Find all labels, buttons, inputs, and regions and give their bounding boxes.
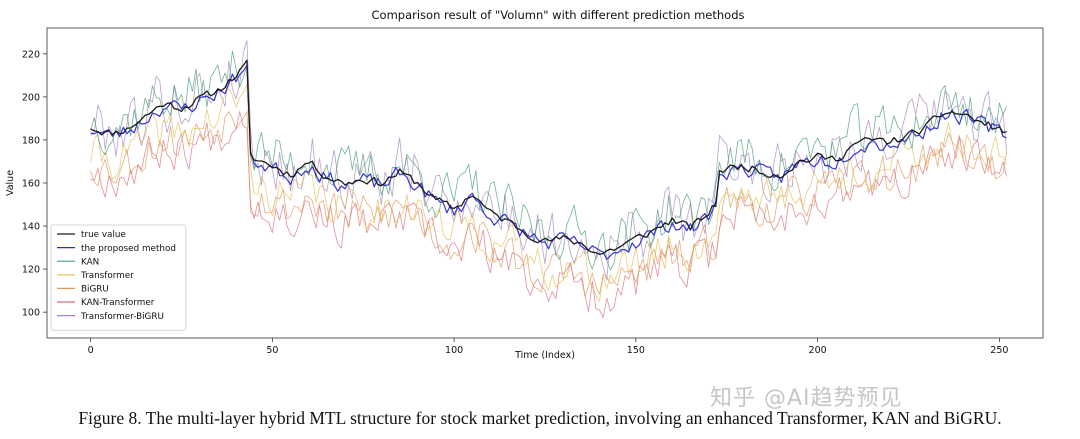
series-line-the-proposed-method xyxy=(90,64,1007,260)
legend-label: Transformer xyxy=(80,271,134,281)
legend-label: true value xyxy=(81,230,126,240)
chart: Comparison result of "Volumn" with diffe… xyxy=(5,8,1044,361)
x-tick-label: 50 xyxy=(266,345,278,356)
legend-label: KAN-Transformer xyxy=(81,298,155,308)
legend-box xyxy=(50,224,187,331)
x-axis: 0 50 100 150 200 250 xyxy=(88,338,1008,356)
figure-caption: Figure 8. The multi-layer hybrid MTL str… xyxy=(78,408,1002,428)
y-tick-label: 200 xyxy=(22,92,40,103)
y-tick-label: 120 xyxy=(22,265,40,276)
x-tick-label: 0 xyxy=(88,345,94,356)
y-tick-label: 180 xyxy=(22,135,40,146)
legend-label: KAN xyxy=(81,257,99,267)
y-tick-label: 100 xyxy=(22,308,40,319)
series-line-transformer xyxy=(90,84,1007,302)
y-axis-label: Value xyxy=(5,170,16,196)
y-axis: 100 120 140 160 180 200 220 xyxy=(22,49,47,319)
x-tick-label: 250 xyxy=(990,345,1008,356)
legend-label: the proposed method xyxy=(81,244,176,254)
series-layer xyxy=(90,40,1007,319)
series-line-kan xyxy=(90,50,1007,271)
legend-label: BiGRU xyxy=(81,285,109,295)
series-line-transformer-bigru xyxy=(90,40,1007,281)
watermark: 知乎 @AI趋势预见 xyxy=(710,386,903,411)
x-tick-label: 150 xyxy=(627,345,645,356)
legend-label: Transformer-BiGRU xyxy=(80,312,164,322)
x-axis-label: Time (Index) xyxy=(514,350,575,361)
legend: true value the proposed method KAN Transfor… xyxy=(50,224,187,331)
y-tick-label: 140 xyxy=(22,222,40,233)
x-tick-label: 200 xyxy=(809,345,827,356)
y-tick-label: 160 xyxy=(22,179,40,190)
series-line-bigru xyxy=(90,111,1007,297)
series-line-kan-transformer xyxy=(90,111,1007,319)
y-tick-label: 220 xyxy=(22,49,40,60)
x-tick-label: 100 xyxy=(445,345,463,356)
series-line-true-value xyxy=(90,59,1007,255)
chart-title: Comparison result of "Volumn" with diffe… xyxy=(372,8,745,22)
